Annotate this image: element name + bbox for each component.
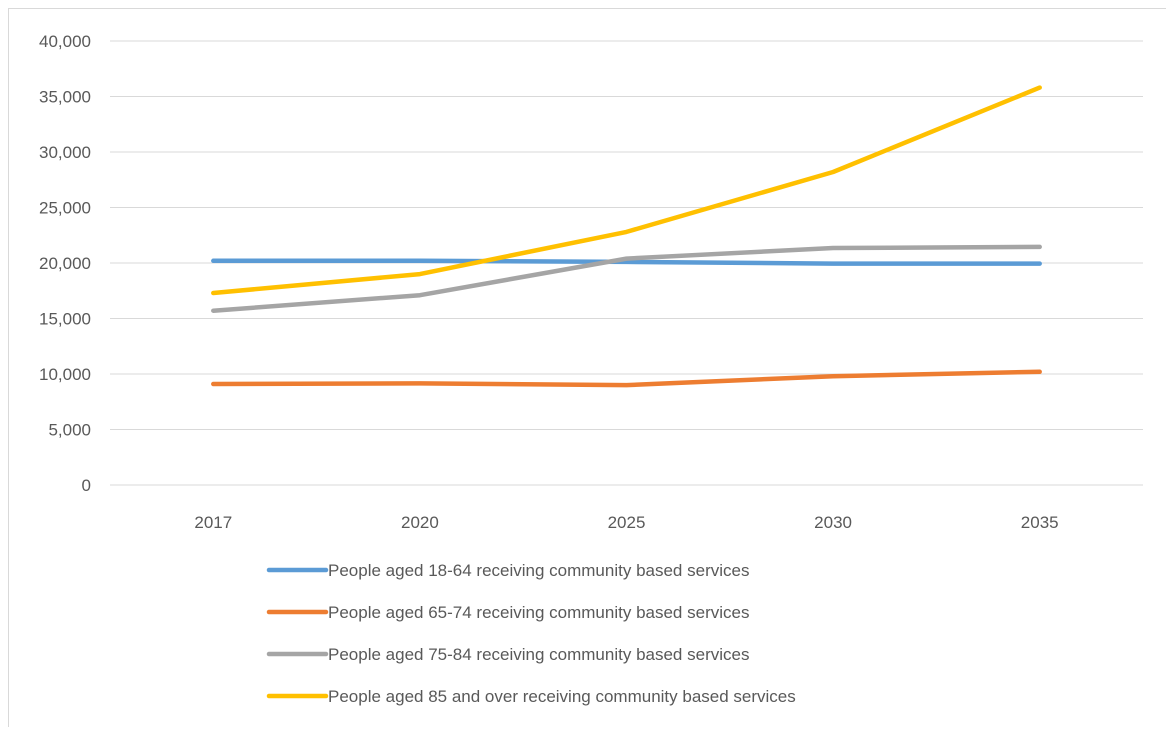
x-axis-tick-labels: 2017 2020 2025 2030 2035 xyxy=(194,513,1058,532)
legend-entry: People aged 65-74 receiving community ba… xyxy=(266,603,749,622)
series-lines xyxy=(211,85,1042,388)
y-tick-label: 5,000 xyxy=(48,421,91,440)
legend-entry: People aged 18-64 receiving community ba… xyxy=(266,561,749,580)
legend: People aged 18-64 receiving community ba… xyxy=(266,561,796,706)
series-line xyxy=(211,369,1042,388)
y-tick-label: 40,000 xyxy=(39,32,91,51)
x-tick-label: 2017 xyxy=(194,513,232,532)
x-tick-label: 2030 xyxy=(814,513,852,532)
y-tick-label: 10,000 xyxy=(39,365,91,384)
series-line xyxy=(211,244,1042,313)
y-tick-label: 30,000 xyxy=(39,143,91,162)
x-tick-label: 2035 xyxy=(1021,513,1059,532)
chart-frame: 0 5,000 10,000 15,000 20,000 25,000 30,000 35,0… xyxy=(8,8,1166,727)
line-chart: 0 5,000 10,000 15,000 20,000 25,000 30,000 35,0… xyxy=(39,32,1143,706)
legend-entry: People aged 75-84 receiving community ba… xyxy=(266,645,749,664)
y-tick-label: 15,000 xyxy=(39,310,91,329)
legend-label: People aged 85 and over receiving commun… xyxy=(328,687,796,706)
legend-label: People aged 18-64 receiving community ba… xyxy=(328,561,749,580)
y-axis-tick-labels: 0 5,000 10,000 15,000 20,000 25,000 30,000 35,0… xyxy=(39,32,91,495)
series-line xyxy=(211,85,1042,296)
legend-label: People aged 75-84 receiving community ba… xyxy=(328,645,749,664)
y-tick-label: 20,000 xyxy=(39,254,91,273)
y-tick-label: 35,000 xyxy=(39,88,91,107)
legend-entry: People aged 85 and over receiving commun… xyxy=(266,687,796,706)
legend-label: People aged 65-74 receiving community ba… xyxy=(328,603,749,622)
x-tick-label: 2025 xyxy=(608,513,646,532)
y-tick-label: 0 xyxy=(82,476,91,495)
series-line xyxy=(211,258,1042,266)
x-tick-label: 2020 xyxy=(401,513,439,532)
y-tick-label: 25,000 xyxy=(39,199,91,218)
